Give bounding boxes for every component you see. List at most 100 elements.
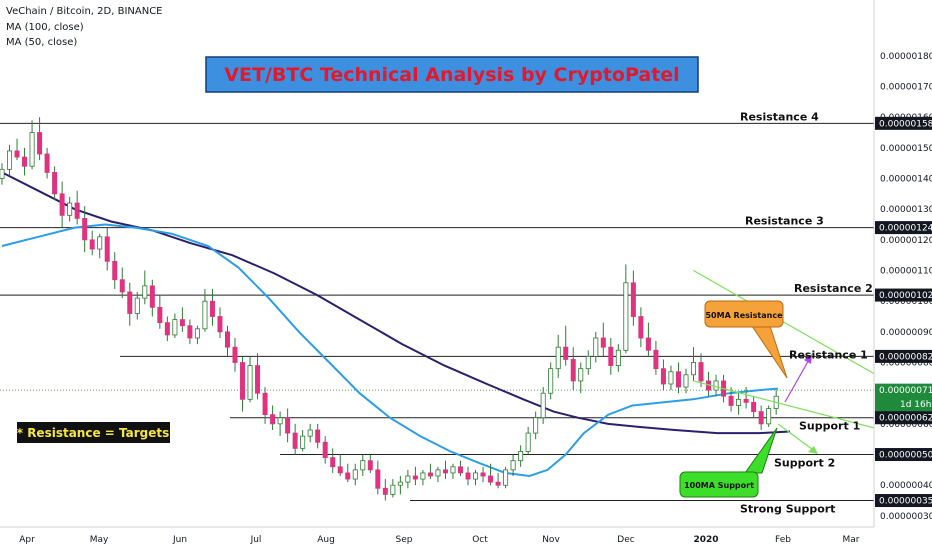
y-tick-label: 0.00000180 [880,52,932,62]
candle-body [683,374,689,388]
symbol-legend[interactable]: VeChain / Bitcoin, 2D, BINANCE [6,6,163,17]
price-badge [875,116,932,130]
candle-body [300,435,306,449]
level-label: Resistance 1 [789,348,868,361]
candle-body [322,441,328,458]
candle-body [164,322,170,336]
candle-body [157,306,163,324]
candle-body [89,239,95,250]
candle-body [578,368,584,382]
candle-body [555,346,561,370]
candle-body [608,346,614,367]
candle-body [127,291,133,314]
candle-body [465,472,471,480]
candle-body [112,260,118,281]
candle-body [262,392,268,416]
price-axis[interactable]: 0.00000030 0.00000040 0.00000050 0.00000060… [873,0,932,550]
candle-body [570,359,576,382]
candle-body [315,429,321,443]
price-badge [875,221,932,235]
candle-body [675,371,681,388]
y-tick-label: 0.00000100 [880,297,932,307]
x-tick-label: Apr [19,535,35,545]
candle-body [255,365,261,394]
candle-body [59,193,65,216]
candle-body [668,371,674,385]
candle-body [74,202,80,219]
candle-body [630,282,636,317]
price-badges: 0.00000158 0.00000124 0.00000102 0.00000082… [875,116,932,508]
price-badge-countdown: 1d 16h [900,400,931,410]
candle-body [457,466,463,474]
plot-area[interactable]: Resistance 4 Resistance 3 Resistance 2 Resi… [0,110,932,516]
price-badge [875,448,932,462]
candle-body [97,236,103,250]
candle-body [660,368,666,385]
candle-body [232,346,238,363]
candle-body [142,285,148,299]
y-tick-label: 0.00000170 [880,83,932,93]
candle-body [442,469,448,474]
candle-body [149,285,155,308]
candle-body [638,316,644,339]
level-label: Support 2 [774,457,835,470]
candle-body [375,469,381,489]
breakout-arrow-line [784,357,811,403]
candle-body [119,279,125,293]
candle-body [330,457,336,468]
y-tick-label: 0.00000090 [880,328,932,338]
x-tick-label: Mar [843,535,860,545]
price-badge-value: 0.00000158 [879,119,932,129]
x-tick-label: May [90,535,109,545]
price-badge-value: 0.00000082 [879,352,932,362]
candle-body [194,328,200,339]
y-tick-label: 0.00000130 [880,205,932,215]
ma100-legend[interactable]: MA (100, close) [6,22,84,33]
candle-body [435,469,441,477]
candle-body [52,171,58,195]
candle-body [758,411,764,425]
candle-body [548,368,554,394]
candle-body [420,472,426,480]
candle-body [488,475,494,483]
candle-body [743,398,749,403]
x-tick-label: Sep [396,535,413,545]
chart-title: VET/BTC Technical Analysis by CryptoPate… [224,64,679,86]
ma50-line [1,223,778,478]
candle-body [533,417,539,434]
time-axis[interactable]: Apr May Jun Jul Aug Sep Oct Nov Dec 2020 Feb Mar [0,526,874,545]
candle-body [224,331,230,348]
x-tick-label: Jun [172,535,187,545]
x-tick-label: 2020 [693,535,718,545]
level-label: Resistance 3 [745,215,824,228]
level-label: Strong Support [740,503,835,516]
price-badge-value: 0.00000062 [879,414,932,424]
candle-body [217,316,223,333]
ma50-legend[interactable]: MA (50, close) [6,37,77,48]
candle-body [292,432,298,449]
price-badge [875,383,932,412]
ma100-callout: 100MA Support [679,427,778,498]
candle-body [0,168,5,179]
support-projection-arrowhead [808,446,818,454]
ma100-callout-text: 100MA Support [684,481,754,490]
candle-body [766,408,772,425]
candle-body [405,475,411,483]
candle-body [427,472,433,477]
y-tick-label: 0.00000030 [880,512,932,522]
support-projection-line [777,423,817,453]
candle-body [691,362,697,376]
candle-body [510,460,516,471]
title-banner: VET/BTC Technical Analysis by CryptoPate… [205,56,699,93]
y-tick-label: 0.00000060 [880,420,932,430]
candle-body [345,472,351,480]
candle-body [134,297,140,314]
candle-body [540,392,546,419]
x-tick-label: Dec [617,535,634,545]
price-badge-value: 0.00000124 [879,224,932,234]
ma50-callout-text: 50MA Resistance [705,311,783,320]
y-tick-label: 0.00000110 [880,267,932,277]
x-tick-labels: Apr May Jun Jul Aug Sep Oct Nov Dec 2020 Feb Mar [19,535,860,545]
candles [0,117,779,501]
